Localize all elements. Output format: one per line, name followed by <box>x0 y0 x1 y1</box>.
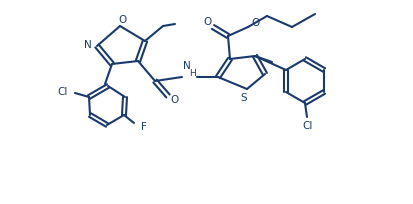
Text: Cl: Cl <box>303 120 313 130</box>
Text: N: N <box>183 61 191 71</box>
Text: Cl: Cl <box>58 86 68 96</box>
Text: O: O <box>251 18 259 28</box>
Text: N: N <box>84 40 92 50</box>
Text: H: H <box>189 68 195 77</box>
Text: S: S <box>241 93 247 102</box>
Text: O: O <box>203 17 211 27</box>
Text: O: O <box>118 15 126 25</box>
Text: F: F <box>141 121 147 131</box>
Text: O: O <box>170 94 178 104</box>
